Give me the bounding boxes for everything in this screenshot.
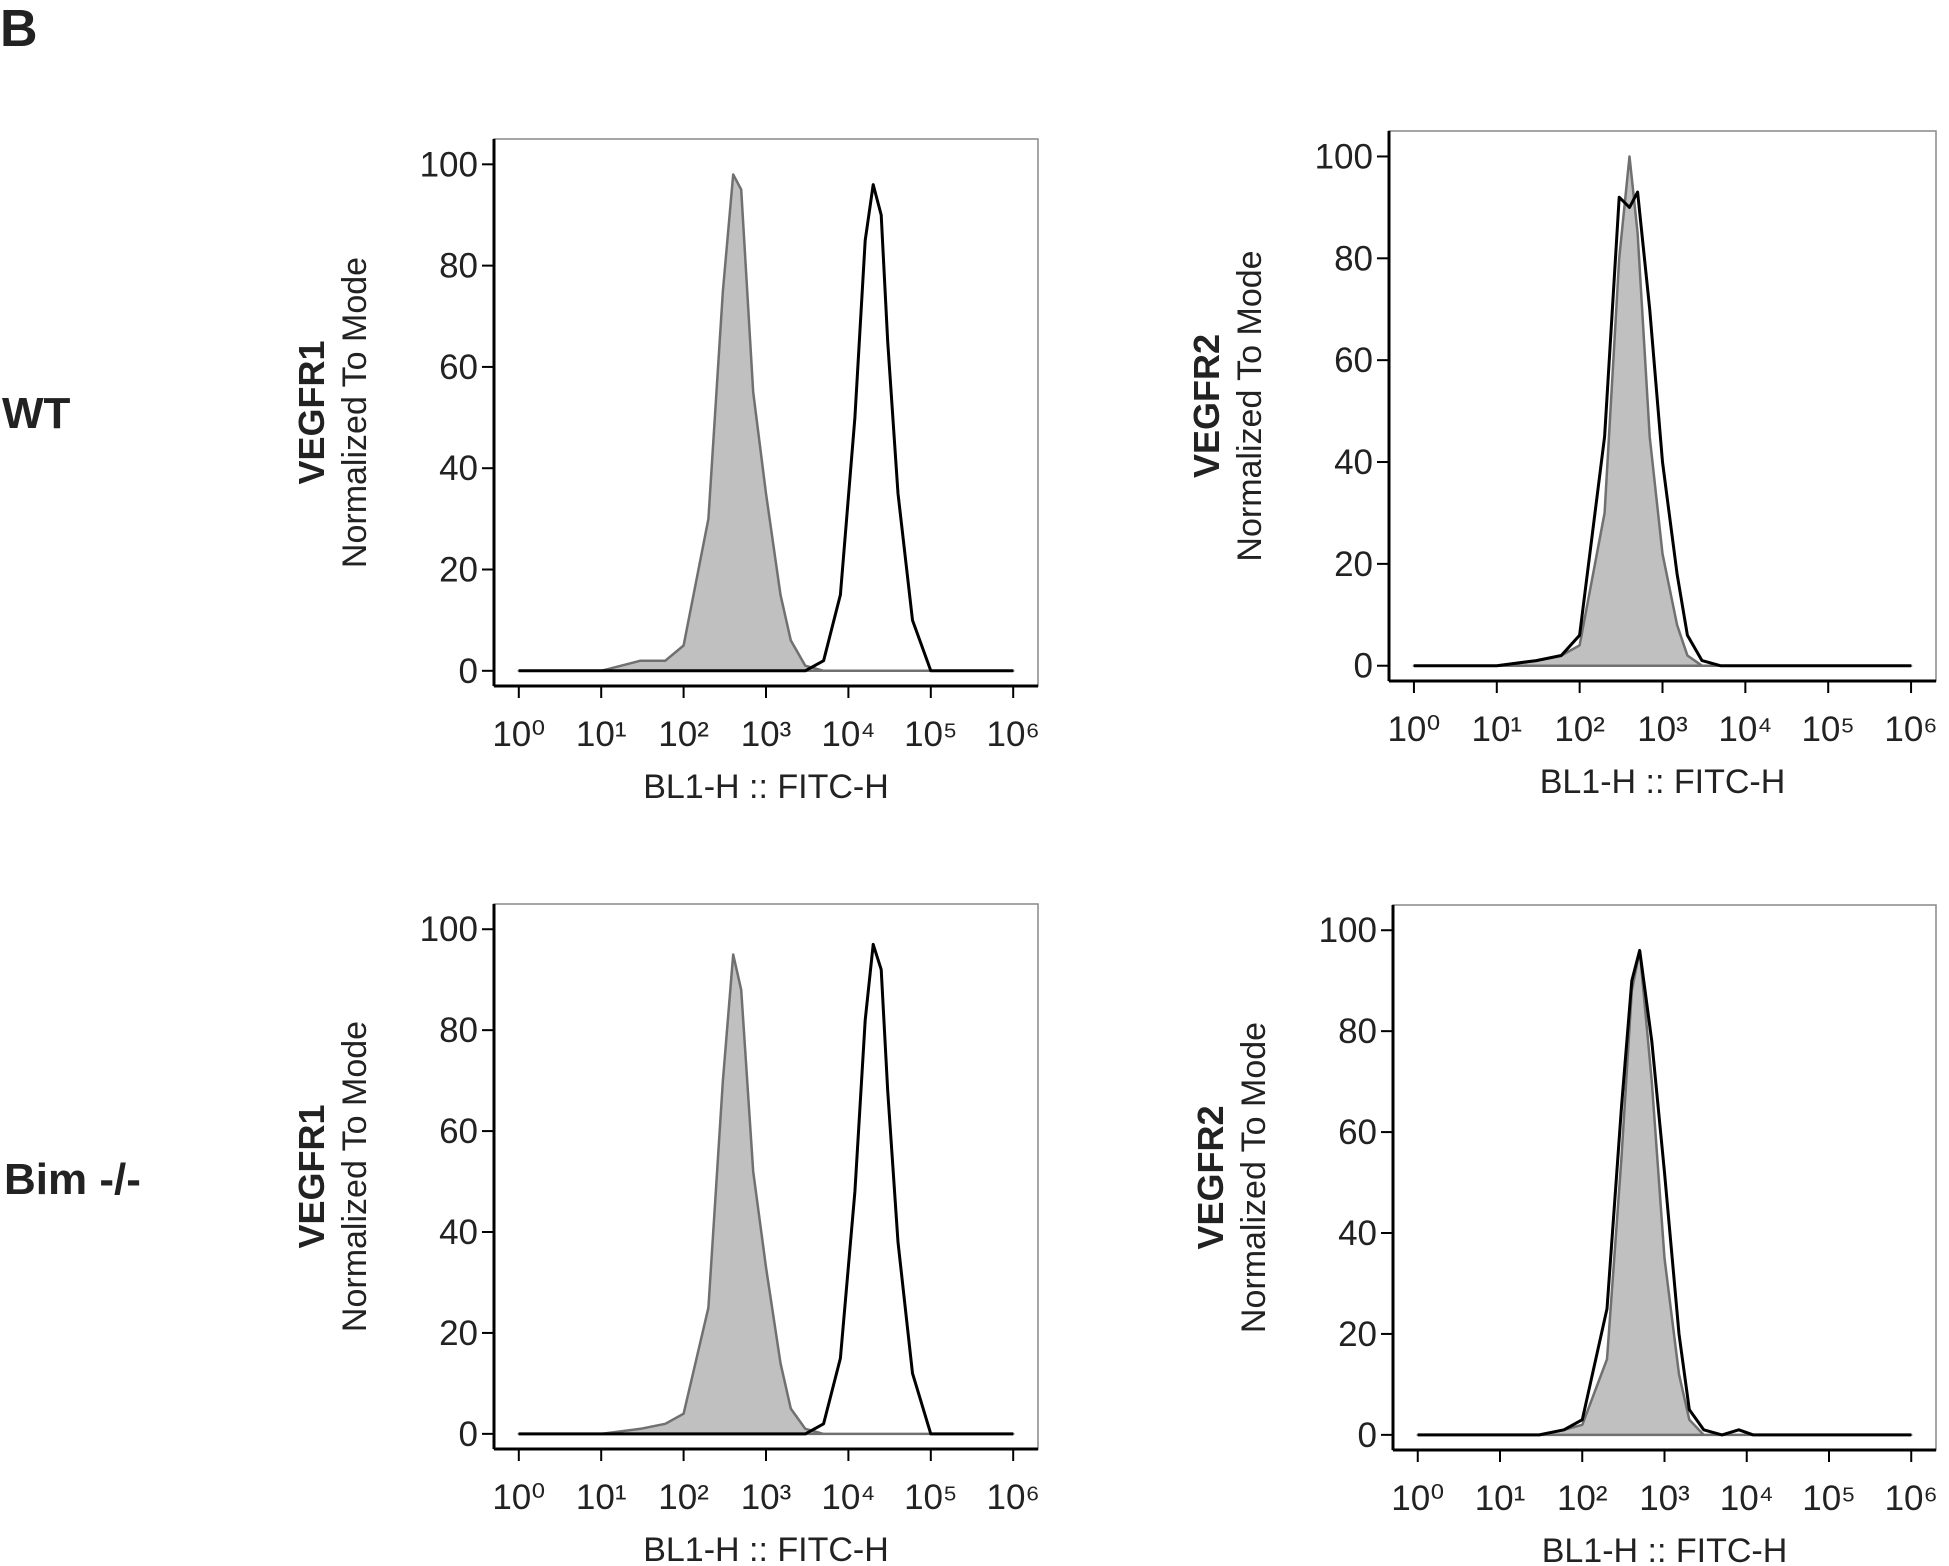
x-tick-label: 10⁵ xyxy=(904,1478,957,1517)
y-tick-label: 60 xyxy=(439,348,478,387)
y-tick-label: 20 xyxy=(439,551,478,590)
y-axis-label: Normalized To Mode xyxy=(336,1021,374,1332)
row-label: WT xyxy=(2,389,71,438)
chart: 0 20 40 60 80 100 10⁰ 10¹ 10² 10³ 10⁴ 10⁵ 10⁶ BL1-H :… xyxy=(1190,904,1938,1566)
x-tick-label: 10¹ xyxy=(576,715,627,754)
x-axis-label: BL1-H :: FITC-H xyxy=(1540,763,1786,801)
row-label: Bim -/- xyxy=(4,1155,141,1204)
y-tick-label: 0 xyxy=(459,1415,478,1454)
y-tick-label: 60 xyxy=(439,1112,478,1151)
x-axis-label: BL1-H :: FITC-H xyxy=(643,768,889,806)
y-tick-label: 100 xyxy=(1315,137,1373,176)
chart-title: VEGFR2 xyxy=(1190,1105,1231,1249)
y-tick-label: 100 xyxy=(420,145,478,184)
chart-title: VEGFR1 xyxy=(291,1104,332,1248)
x-tick-label: 10⁶ xyxy=(1885,1479,1938,1518)
x-tick-label: 10⁶ xyxy=(1884,710,1937,749)
panel-label: B xyxy=(0,0,38,58)
y-tick-label: 40 xyxy=(1338,1214,1377,1253)
y-tick-label: 20 xyxy=(1334,545,1373,584)
filled-histogram xyxy=(517,173,1015,673)
x-tick-label: 10² xyxy=(658,1478,709,1517)
y-tick-label: 80 xyxy=(439,1011,478,1050)
x-tick-label: 10⁴ xyxy=(821,1478,875,1517)
chart: 0 20 40 60 80 100 10⁰ 10¹ 10² 10³ 10⁴ 10⁵ 10⁶ BL1-H :… xyxy=(291,138,1040,806)
x-tick-label: 10⁵ xyxy=(1801,710,1854,749)
y-tick-label: 40 xyxy=(1334,443,1373,482)
x-tick-label: 10⁴ xyxy=(1720,1479,1774,1518)
filled-histogram xyxy=(1412,155,1913,667)
x-tick-label: 10⁶ xyxy=(987,1478,1040,1517)
x-tick-label: 10⁶ xyxy=(987,715,1040,754)
x-tick-label: 10² xyxy=(1554,710,1605,749)
x-tick-label: 10⁰ xyxy=(492,1478,545,1517)
x-axis-label: BL1-H :: FITC-H xyxy=(1542,1532,1788,1566)
x-tick-label: 10³ xyxy=(1637,710,1688,749)
y-axis-label: Normalized To Mode xyxy=(1231,250,1269,561)
x-tick-label: 10³ xyxy=(1639,1479,1690,1518)
y-tick-label: 100 xyxy=(420,910,478,949)
y-tick-label: 0 xyxy=(1358,1416,1377,1455)
y-tick-label: 0 xyxy=(459,652,478,691)
x-tick-label: 10² xyxy=(658,715,709,754)
y-tick-label: 20 xyxy=(439,1314,478,1353)
y-axis-label: Normalized To Mode xyxy=(336,257,374,568)
x-tick-label: 10⁴ xyxy=(821,715,875,754)
chart-title: VEGFR1 xyxy=(291,340,332,484)
chart-title: VEGFR2 xyxy=(1186,334,1227,478)
x-tick-label: 10⁵ xyxy=(1802,1479,1855,1518)
chart: 0 20 40 60 80 100 10⁰ 10¹ 10² 10³ 10⁴ 10⁵ 10⁶ BL1-H :… xyxy=(1186,130,1938,801)
y-tick-label: 80 xyxy=(439,247,478,286)
y-tick-label: 60 xyxy=(1334,341,1373,380)
x-tick-label: 10³ xyxy=(741,715,792,754)
chart: 0 20 40 60 80 100 10⁰ 10¹ 10² 10³ 10⁴ 10⁵ 10⁶ BL1-H :… xyxy=(291,903,1040,1566)
x-tick-label: 10¹ xyxy=(576,1478,627,1517)
x-tick-label: 10⁵ xyxy=(904,715,957,754)
filled-histogram xyxy=(517,953,1015,1436)
x-tick-label: 10⁰ xyxy=(492,715,545,754)
y-tick-label: 60 xyxy=(1338,1113,1377,1152)
y-tick-label: 40 xyxy=(439,449,478,488)
histogram-line xyxy=(518,183,1014,673)
y-tick-label: 80 xyxy=(1338,1012,1377,1051)
histogram-line xyxy=(1413,190,1912,668)
y-tick-label: 20 xyxy=(1338,1315,1377,1354)
x-tick-label: 10³ xyxy=(741,1478,792,1517)
x-tick-label: 10¹ xyxy=(1475,1479,1526,1518)
x-tick-label: 10¹ xyxy=(1471,710,1522,749)
x-tick-label: 10² xyxy=(1557,1479,1608,1518)
y-axis-label: Normalized To Mode xyxy=(1235,1022,1273,1333)
histogram-line xyxy=(1417,948,1912,1437)
y-tick-label: 100 xyxy=(1319,911,1377,950)
filled-histogram xyxy=(1416,949,1913,1437)
y-tick-label: 40 xyxy=(439,1213,478,1252)
x-tick-label: 10⁰ xyxy=(1387,710,1440,749)
histogram-line xyxy=(518,942,1014,1436)
y-tick-label: 0 xyxy=(1354,647,1373,686)
y-tick-label: 80 xyxy=(1334,239,1373,278)
x-axis-label: BL1-H :: FITC-H xyxy=(643,1531,889,1566)
x-tick-label: 10⁰ xyxy=(1391,1479,1444,1518)
x-tick-label: 10⁴ xyxy=(1718,710,1772,749)
